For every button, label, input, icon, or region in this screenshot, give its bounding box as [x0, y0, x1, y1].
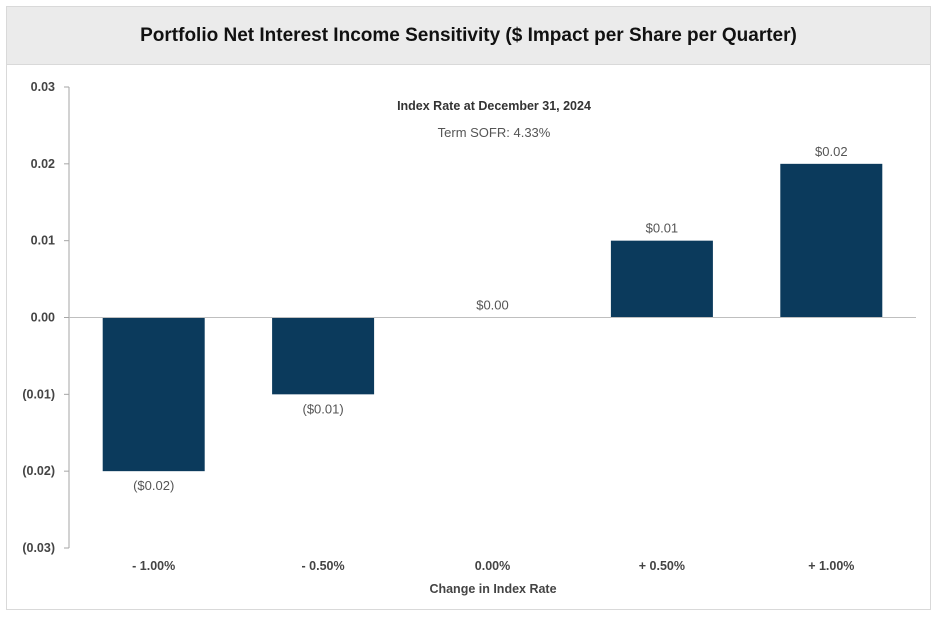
x-axis-label: Change in Index Rate	[429, 582, 556, 596]
y-tick-label: 0.03	[31, 80, 55, 94]
x-tick-label: - 0.50%	[302, 559, 345, 573]
bar	[780, 163, 883, 318]
y-tick-label: (0.02)	[22, 464, 55, 478]
data-label: ($0.02)	[133, 478, 174, 493]
chart-frame: Portfolio Net Interest Income Sensitivit…	[6, 6, 931, 610]
y-tick-label: 0.02	[31, 157, 55, 171]
x-tick-label: + 0.50%	[639, 559, 685, 573]
data-label: $0.02	[815, 144, 848, 159]
bar	[102, 317, 205, 472]
bar	[610, 240, 713, 318]
x-tick-label: - 1.00%	[132, 559, 175, 573]
y-tick-label: (0.01)	[22, 387, 55, 401]
bar	[272, 317, 375, 395]
annotation-title: Index Rate at December 31, 2024	[397, 99, 591, 113]
data-label: ($0.01)	[302, 401, 343, 416]
y-tick-label: 0.01	[31, 234, 55, 248]
y-tick-label: (0.03)	[22, 541, 55, 555]
x-tick-label: 0.00%	[475, 559, 510, 573]
x-tick-label: + 1.00%	[808, 559, 854, 573]
y-tick-label: 0.00	[31, 311, 55, 325]
data-label: $0.01	[646, 221, 679, 236]
chart-title: Portfolio Net Interest Income Sensitivit…	[7, 7, 930, 65]
data-label: $0.00	[476, 298, 509, 313]
annotation-subtitle: Term SOFR: 4.33%	[438, 125, 551, 140]
